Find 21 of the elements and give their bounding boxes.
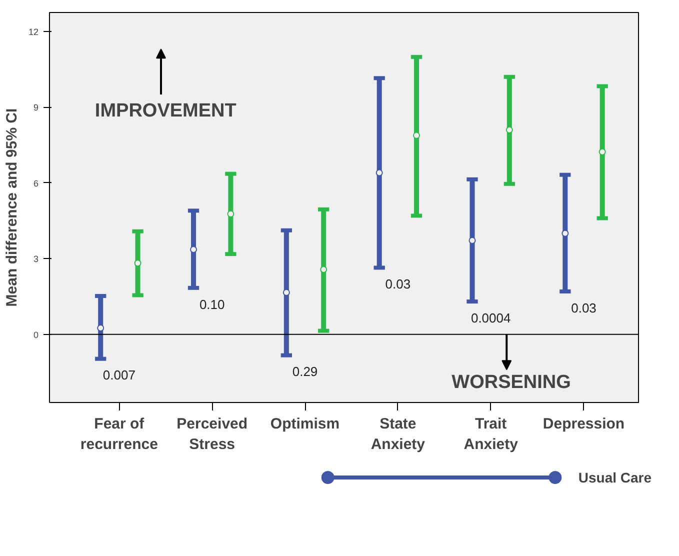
annotation: 0.03	[571, 300, 596, 316]
y-tick-label: 3	[33, 254, 39, 264]
x-tick-label: Depression	[542, 416, 625, 432]
y-axis-title: Mean difference and 95% CI	[3, 108, 20, 307]
annotation: 0.0004	[470, 310, 511, 326]
x-tick-label: Trait Anxiety	[464, 416, 519, 453]
y-tick-label: 12	[28, 26, 39, 37]
annotation: 0.03	[385, 276, 411, 292]
x-tick-label: State Anxiety	[370, 416, 426, 453]
x-tick-label: Optimism	[270, 416, 340, 432]
annotation: IMPROVEMENT	[94, 100, 237, 122]
y-tick-label: 6	[33, 178, 39, 188]
y-tick-label: 9	[33, 102, 39, 113]
x-tick-label: Perceived Stress	[176, 416, 248, 453]
annotation: WORSENING	[452, 372, 571, 393]
annotation: 0.007	[102, 368, 136, 383]
x-tick-label: Fear of recurrence	[80, 416, 158, 453]
annotation: 0.29	[292, 364, 318, 380]
legend-label: Usual Care	[578, 470, 652, 486]
annotation: 0.10	[199, 296, 225, 312]
y-tick-label: 0	[33, 330, 39, 340]
